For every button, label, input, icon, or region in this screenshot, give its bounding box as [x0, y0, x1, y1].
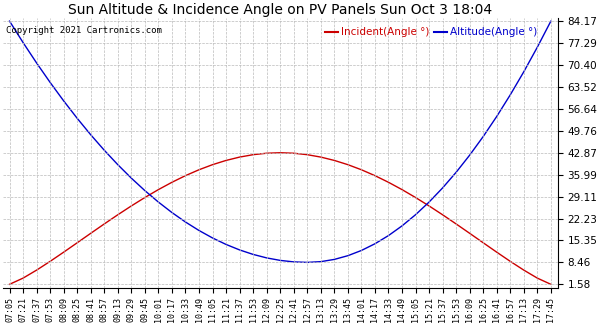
Title: Sun Altitude & Incidence Angle on PV Panels Sun Oct 3 18:04: Sun Altitude & Incidence Angle on PV Pan…	[68, 3, 492, 17]
Legend: Incident(Angle °), Altitude(Angle °): Incident(Angle °), Altitude(Angle °)	[321, 23, 541, 42]
Text: Copyright 2021 Cartronics.com: Copyright 2021 Cartronics.com	[5, 26, 161, 35]
